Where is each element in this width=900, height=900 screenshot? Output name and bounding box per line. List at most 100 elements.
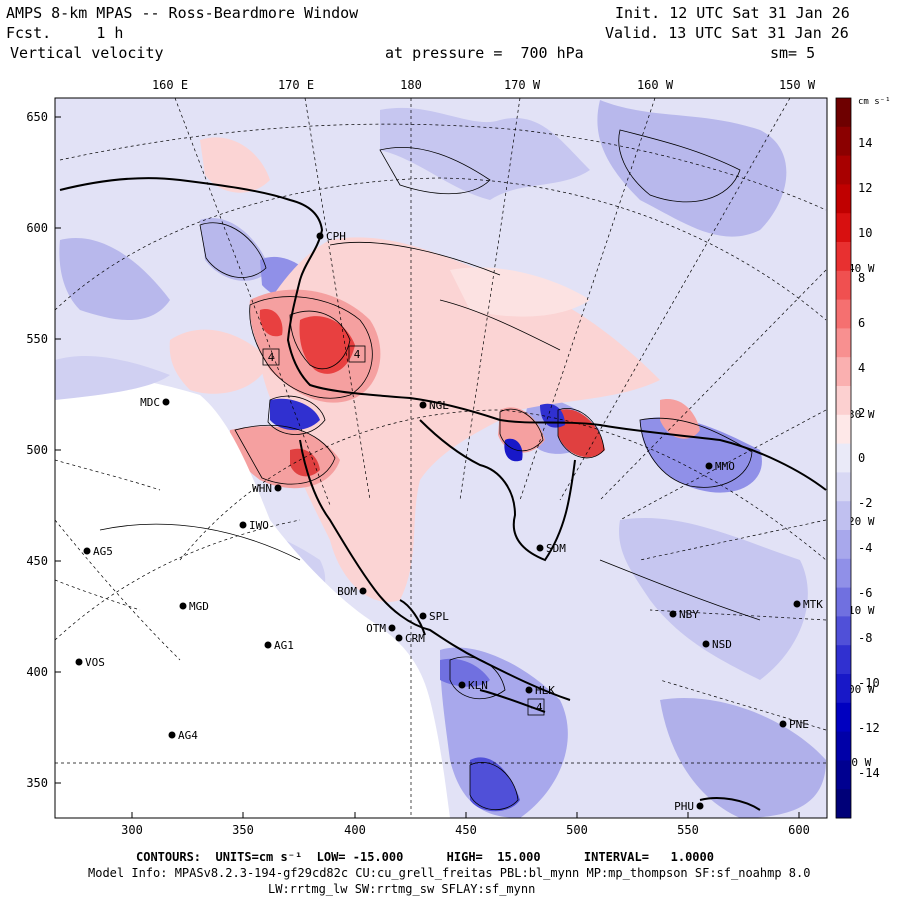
smoothing-value: sm= 5 [770, 44, 816, 62]
y-tick-label: 350 [26, 776, 48, 790]
colorbar-border [835, 97, 852, 819]
station-dot [264, 641, 272, 649]
init-value: 12 UTC Sat 31 Jan 26 [669, 4, 850, 22]
colorbar-label: -10 [858, 676, 880, 690]
station-dot [669, 610, 677, 618]
colorbar-segment [836, 760, 851, 790]
station-label: NSD [712, 638, 732, 651]
valid-time: Valid. 13 UTC Sat 31 Jan 26 [605, 24, 849, 42]
station-label: PNE [789, 718, 809, 731]
pressure-value: 700 hPa [520, 44, 584, 62]
fcst-value: 1 h [96, 24, 124, 42]
colorbar-segment [836, 386, 851, 416]
colorbar-label: -8 [858, 631, 872, 645]
colorbar-segment [836, 731, 851, 761]
colorbar-segment [836, 530, 851, 560]
colorbar-segment [836, 126, 851, 157]
colorbar-segment [836, 98, 851, 128]
contour-label: 4 [268, 351, 275, 364]
station-label: OTM [366, 622, 386, 635]
station-dot [458, 681, 466, 689]
variable-name: Vertical velocity [10, 44, 164, 62]
fcst-label: Fcst. [6, 24, 52, 42]
colorbar-segment [836, 702, 851, 733]
y-tick-label: 600 [26, 221, 48, 235]
station-dot [239, 521, 247, 529]
negative-velocity-field [59, 100, 826, 818]
x-tick-label: 500 [566, 823, 588, 837]
station-label: SDM [546, 542, 566, 555]
longitude-label-top: 150 W [779, 78, 816, 92]
colorbar-segment [836, 357, 851, 387]
colorbar-segment [836, 242, 851, 272]
no-data-region [55, 375, 450, 818]
station-label: AG5 [93, 545, 113, 558]
station-dot [83, 547, 91, 555]
station-label: BOM [337, 585, 357, 598]
station-dot [179, 602, 187, 610]
station-label: MTK [803, 598, 823, 611]
shelf-edge-band [55, 355, 170, 400]
station-label: CRM [405, 632, 425, 645]
colorbar-label: -14 [858, 766, 880, 780]
colorbar-segment [836, 587, 851, 617]
station-label: WHN [252, 482, 272, 495]
x-tick-label: 600 [788, 823, 810, 837]
station-markers: CPH MDC NGL WHN IWO AG5 MGD BOM SPL OTM CRM AG1 VOS K… [75, 230, 823, 813]
contour-label-box [527, 698, 545, 716]
colorbar-label: 2 [858, 406, 865, 420]
station-dot [388, 624, 396, 632]
colorbar-segment [836, 616, 851, 646]
downdraft-zone-mid [504, 438, 523, 462]
forecast-label: Fcst. 1 h [6, 24, 123, 42]
contour-label: -4 [529, 701, 543, 714]
valid-value: 13 UTC Sat 31 Jan 26 [668, 24, 849, 42]
station-label: MGD [189, 600, 209, 613]
station-dot [696, 802, 704, 810]
station-label: MMO [715, 460, 735, 473]
station-label: HLK [535, 684, 555, 697]
station-dot [316, 232, 324, 240]
station-dot [162, 398, 170, 406]
colorbar-segment [836, 501, 851, 531]
colorbar-label: 12 [858, 181, 872, 195]
x-tick-label: 450 [455, 823, 477, 837]
colorbar-segment [836, 443, 851, 473]
y-tick-label: 500 [26, 443, 48, 457]
colorbar-segment [836, 155, 851, 185]
station-dot [536, 544, 544, 552]
longitude-label-top: 180 [400, 78, 422, 92]
y-tick-label: 650 [26, 110, 48, 124]
pressure-level: at pressure = 700 hPa [385, 44, 584, 62]
station-dot [395, 634, 403, 642]
coastlines [59, 177, 827, 811]
colorbar-unit: cm s⁻¹ [858, 97, 891, 107]
model-info: Model Info: MPASv8.2.3-194-gf29cd82c CU:… [88, 866, 811, 880]
contour-label: 4 [354, 348, 361, 361]
init-label: Init. [615, 4, 661, 22]
x-tick-label: 350 [232, 823, 254, 837]
contour-label-box [262, 348, 280, 366]
graticule [55, 98, 827, 818]
station-label: AG4 [178, 729, 198, 742]
longitude-label-top: 170 W [504, 78, 541, 92]
station-label: PHU [674, 800, 694, 813]
station-label: IWO [249, 519, 269, 532]
y-tick-label: 450 [26, 554, 48, 568]
colorbar-segment [836, 213, 851, 243]
station-label: NGL [429, 399, 449, 412]
station-dot [359, 587, 367, 595]
colorbar-label: 10 [858, 226, 872, 240]
pressure-label: at pressure = [385, 44, 503, 62]
colorbar-segment [836, 270, 851, 301]
station-label: NBY [679, 608, 699, 621]
init-time: Init. 12 UTC Sat 31 Jan 26 [615, 4, 850, 22]
plot-border [54, 97, 828, 819]
colorbar-segment [836, 558, 851, 589]
station-label: AG1 [274, 639, 294, 652]
contour-label-box [348, 345, 366, 363]
colorbar-segment [836, 299, 851, 329]
station-dot [274, 484, 282, 492]
